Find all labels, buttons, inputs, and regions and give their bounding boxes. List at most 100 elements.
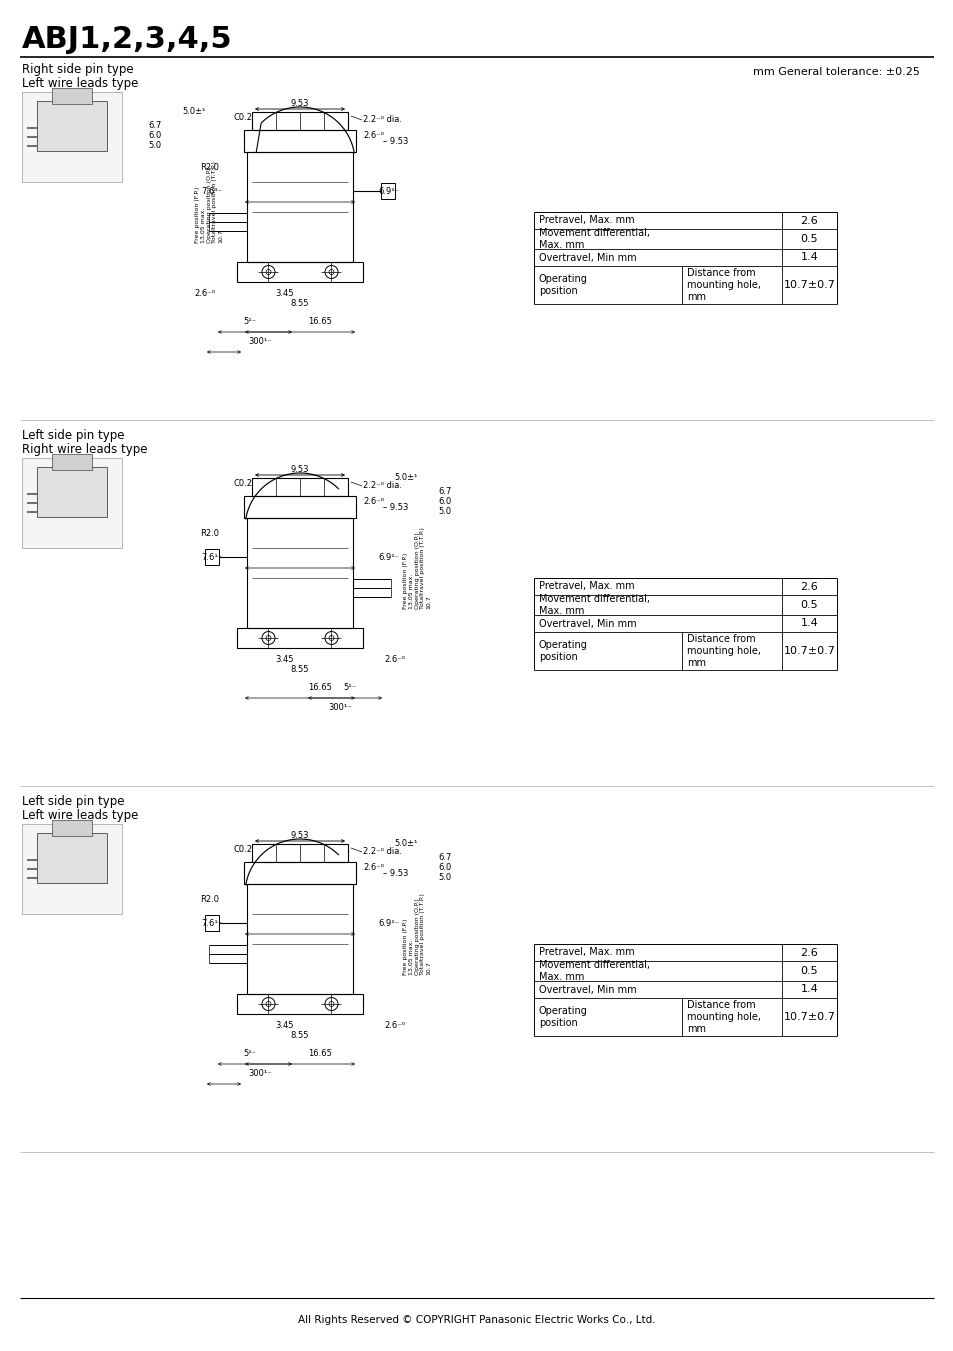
Bar: [252, 112, 348, 130]
Text: 2.6: 2.6: [800, 581, 818, 592]
Text: 5.0±¹: 5.0±¹: [182, 108, 205, 116]
Text: 7.6¹⁻: 7.6¹⁻: [201, 554, 222, 562]
Text: Movement differential,
Max. mm: Movement differential, Max. mm: [538, 594, 649, 616]
Text: Operating
position: Operating position: [538, 640, 587, 662]
Text: 6.7: 6.7: [437, 486, 451, 496]
Text: 16.65: 16.65: [308, 684, 332, 693]
Bar: [244, 862, 355, 884]
Text: C0.2: C0.2: [233, 478, 253, 488]
Text: R2.0: R2.0: [200, 162, 219, 172]
Text: Free position (F.P.)
13.05 max.
Operating position (O.P.)
Totaltravel position (: Free position (F.P.) 13.05 max. Operatin…: [402, 893, 431, 975]
Bar: [252, 478, 348, 496]
Text: Distance from
mounting hole,
mm: Distance from mounting hole, mm: [686, 269, 760, 301]
Text: Left side pin type: Left side pin type: [22, 796, 125, 808]
Bar: [247, 517, 353, 628]
Text: ABJ1,2,3,4,5: ABJ1,2,3,4,5: [22, 26, 233, 54]
Text: R2.0: R2.0: [200, 528, 219, 538]
Text: Distance from
mounting hole,
mm: Distance from mounting hole, mm: [686, 635, 760, 667]
Text: 5.0: 5.0: [437, 873, 451, 881]
Text: C0.2: C0.2: [233, 844, 253, 854]
Text: 3.45: 3.45: [274, 289, 293, 299]
Bar: [37, 834, 107, 882]
Text: 5¹⁻: 5¹⁻: [243, 317, 256, 327]
Text: 300¹⁻: 300¹⁻: [248, 1070, 272, 1078]
Text: 6.0: 6.0: [437, 862, 451, 871]
Bar: [52, 88, 91, 104]
Text: C0.2: C0.2: [233, 112, 253, 122]
Text: Pretravel, Max. mm: Pretravel, Max. mm: [538, 947, 634, 958]
Text: Free position (F.P.)
13.05 max.
Operating position (O.P.)
Totaltravel position (: Free position (F.P.) 13.05 max. Operatin…: [194, 161, 223, 243]
Text: – 9.53: – 9.53: [382, 503, 408, 512]
Text: 16.65: 16.65: [308, 317, 332, 327]
Text: 10.7±0.7: 10.7±0.7: [782, 280, 835, 290]
Text: 8.55: 8.55: [291, 666, 309, 674]
Text: Distance from
mounting hole,
mm: Distance from mounting hole, mm: [686, 1000, 760, 1034]
Text: Left wire leads type: Left wire leads type: [22, 809, 138, 823]
Text: Right side pin type: Right side pin type: [22, 63, 133, 77]
Text: 300¹⁻: 300¹⁻: [328, 704, 352, 712]
Text: All Rights Reserved © COPYRIGHT Panasonic Electric Works Co., Ltd.: All Rights Reserved © COPYRIGHT Panasoni…: [298, 1315, 655, 1325]
Text: 1.4: 1.4: [800, 619, 818, 628]
Bar: [22, 824, 122, 915]
Bar: [22, 92, 122, 182]
Text: 2.6⁻⁰: 2.6⁻⁰: [363, 862, 384, 871]
Text: 0.5: 0.5: [800, 966, 818, 975]
Text: Operating
position: Operating position: [538, 1006, 587, 1028]
Text: 10.7±0.7: 10.7±0.7: [782, 646, 835, 657]
Text: – 9.53: – 9.53: [382, 136, 408, 146]
Text: 5.0: 5.0: [437, 507, 451, 516]
Bar: [247, 153, 353, 262]
Text: Free position (F.P.)
13.05 max.
Operating position (O.P.)
Totaltravel position (: Free position (F.P.) 13.05 max. Operatin…: [402, 527, 431, 609]
Text: 0.5: 0.5: [800, 234, 818, 245]
Text: 5.0±¹: 5.0±¹: [395, 473, 417, 482]
Text: 8.55: 8.55: [291, 1032, 309, 1040]
Text: Movement differential,
Max. mm: Movement differential, Max. mm: [538, 228, 649, 250]
Bar: [52, 820, 91, 836]
Bar: [236, 262, 363, 282]
Text: 5.0: 5.0: [149, 141, 162, 150]
Text: 2.6⁻⁰: 2.6⁻⁰: [194, 289, 215, 299]
Bar: [205, 549, 219, 565]
Text: Right wire leads type: Right wire leads type: [22, 443, 148, 457]
Text: 2.6: 2.6: [800, 216, 818, 226]
Text: 9.53: 9.53: [291, 100, 309, 108]
Text: mm General tolerance: ±0.25: mm General tolerance: ±0.25: [752, 68, 919, 77]
Bar: [247, 884, 353, 994]
Text: Movement differential,
Max. mm: Movement differential, Max. mm: [538, 961, 649, 982]
Text: Left side pin type: Left side pin type: [22, 430, 125, 443]
Text: 6.9¹⁻: 6.9¹⁻: [377, 554, 398, 562]
Bar: [52, 454, 91, 470]
Text: 2.2⁻⁰ dia.: 2.2⁻⁰ dia.: [363, 847, 401, 857]
Text: 3.45: 3.45: [274, 655, 293, 665]
Text: 9.53: 9.53: [291, 831, 309, 840]
Text: 6.9¹⁻: 6.9¹⁻: [377, 920, 398, 928]
Bar: [22, 458, 122, 549]
Text: Pretravel, Max. mm: Pretravel, Max. mm: [538, 216, 634, 226]
Text: 5¹⁻: 5¹⁻: [243, 1050, 256, 1058]
Text: 5.0±¹: 5.0±¹: [395, 839, 417, 848]
Bar: [236, 994, 363, 1015]
Bar: [37, 101, 107, 150]
Bar: [244, 130, 355, 153]
Text: 0.5: 0.5: [800, 600, 818, 611]
Text: 6.7: 6.7: [437, 852, 451, 862]
Text: 8.55: 8.55: [291, 300, 309, 308]
Text: 2.6⁻⁰: 2.6⁻⁰: [363, 131, 384, 139]
Text: 9.53: 9.53: [291, 466, 309, 474]
Text: 1.4: 1.4: [800, 985, 818, 994]
Text: 7.6¹⁻: 7.6¹⁻: [201, 920, 222, 928]
Bar: [252, 844, 348, 862]
Bar: [236, 628, 363, 648]
Text: 3.45: 3.45: [274, 1021, 293, 1031]
Text: Left wire leads type: Left wire leads type: [22, 77, 138, 91]
Text: R2.0: R2.0: [200, 894, 219, 904]
Text: Overtravel, Min mm: Overtravel, Min mm: [538, 985, 636, 994]
Text: 6.7: 6.7: [149, 120, 162, 130]
Text: 2.6⁻⁰: 2.6⁻⁰: [384, 1021, 405, 1031]
Text: 7.6¹⁻: 7.6¹⁻: [201, 188, 222, 196]
Text: 2.2⁻⁰ dia.: 2.2⁻⁰ dia.: [363, 481, 401, 490]
Text: 300¹⁻: 300¹⁻: [248, 338, 272, 346]
Text: 6.9¹⁻: 6.9¹⁻: [377, 188, 398, 196]
Text: Overtravel, Min mm: Overtravel, Min mm: [538, 253, 636, 262]
Bar: [380, 182, 395, 199]
